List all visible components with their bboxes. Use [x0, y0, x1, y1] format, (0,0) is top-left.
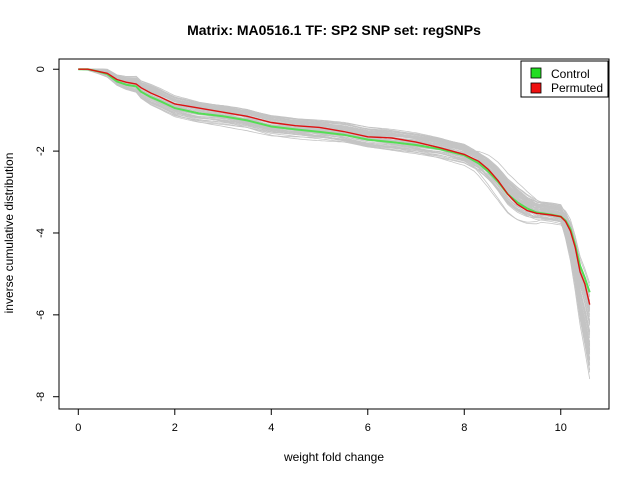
permutation-line [78, 68, 591, 326]
x-tick-label: 4 [268, 422, 274, 434]
legend-swatch-control [530, 67, 542, 79]
y-axis: 0 -2 -4 -6 -8 [35, 66, 60, 402]
legend: Control Permuted [520, 60, 609, 98]
permutation-line [78, 68, 591, 350]
y-tick-label: -6 [35, 310, 47, 320]
y-tick-label: -8 [35, 392, 47, 402]
x-tick-label: 10 [555, 422, 567, 434]
x-axis: 0 2 4 6 8 10 [75, 408, 567, 434]
legend-label-permuted: Permuted [551, 81, 603, 95]
legend-label-control: Control [551, 67, 590, 81]
permutation-line [78, 68, 591, 308]
x-tick-label: 6 [365, 422, 371, 434]
y-axis-label: inverse cumulative distribution [2, 153, 16, 314]
y-tick-label: 0 [35, 66, 47, 72]
series-line-permuted [78, 68, 591, 305]
y-tick-label: -4 [35, 228, 47, 238]
legend-swatch-permuted [530, 82, 542, 94]
permutation-line [78, 68, 591, 364]
y-tick-label: -2 [35, 146, 47, 156]
x-tick-label: 2 [172, 422, 178, 434]
permutation-line [78, 68, 591, 347]
chart-title: Matrix: MA0516.1 TF: SP2 SNP set: regSNP… [187, 22, 481, 38]
x-tick-label: 0 [75, 422, 81, 434]
x-tick-label: 8 [461, 422, 467, 434]
permutation-line [78, 68, 591, 311]
series-lines [78, 68, 591, 305]
permutation-line [78, 68, 591, 355]
x-axis-label: weight fold change [283, 450, 384, 464]
